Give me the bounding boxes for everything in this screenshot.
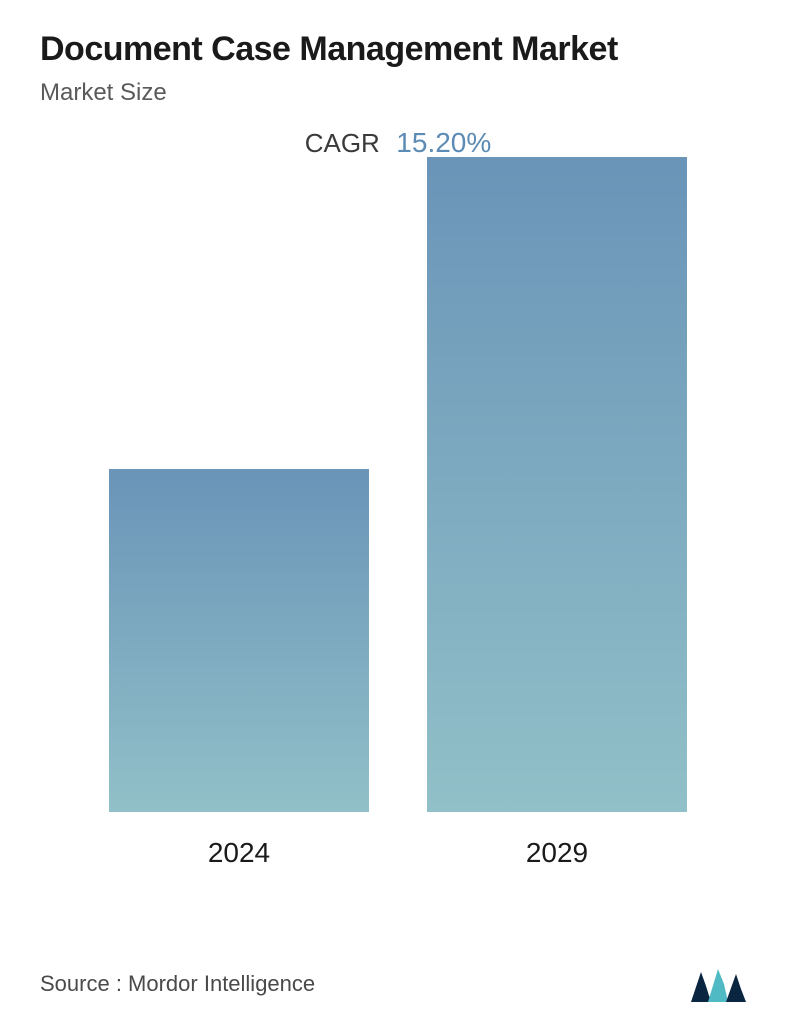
logo (686, 964, 756, 1004)
chart-subtitle: Market Size (40, 79, 756, 107)
bar-label-2029: 2029 (526, 837, 588, 869)
cagr-value: 15.20% (396, 127, 491, 158)
cagr-container: CAGR 15.20% (40, 127, 756, 159)
bar-group-2024: 2024 (109, 469, 369, 869)
mordor-logo-icon (686, 964, 756, 1004)
chart-title: Document Case Management Market (40, 30, 756, 69)
bar-2024 (109, 469, 369, 812)
bar-label-2024: 2024 (208, 837, 270, 869)
cagr-label: CAGR (305, 128, 380, 158)
bar-2029 (427, 157, 687, 812)
bar-group-2029: 2029 (427, 157, 687, 869)
chart-area: 2024 2029 (40, 189, 756, 869)
source-text: Source : Mordor Intelligence (40, 971, 315, 997)
footer: Source : Mordor Intelligence (40, 964, 756, 1004)
